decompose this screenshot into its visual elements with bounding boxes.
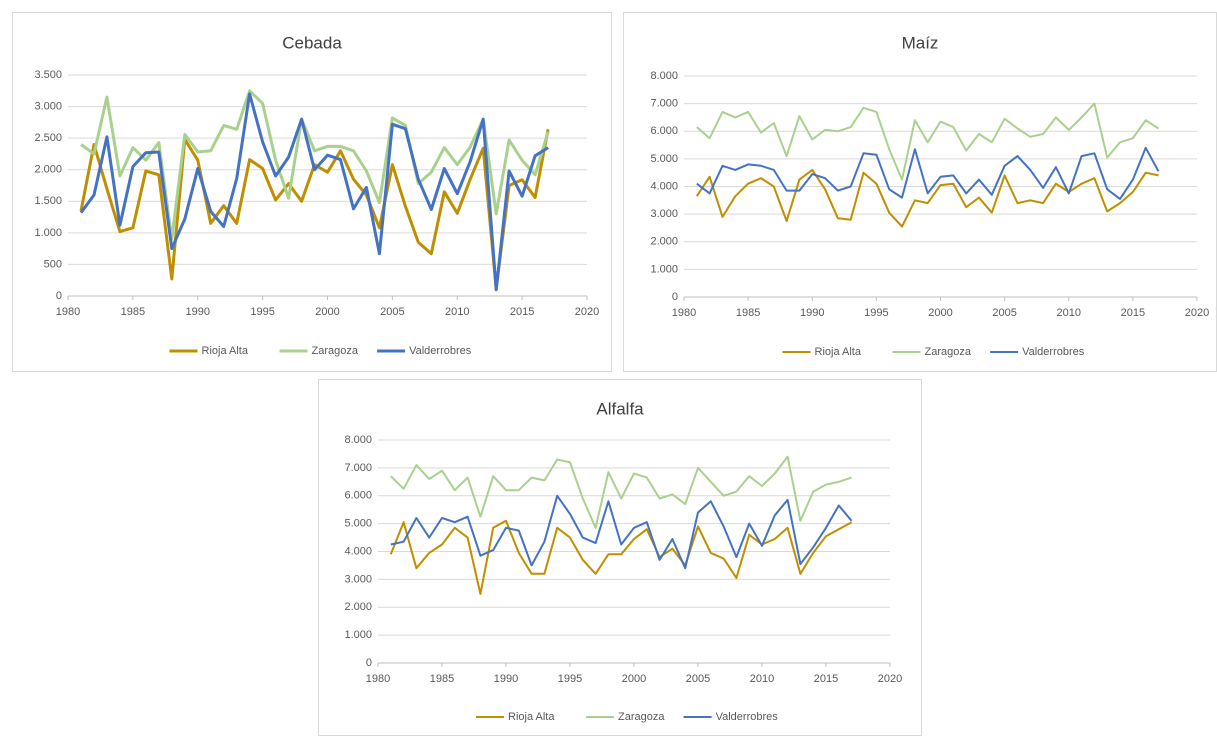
y-tick-label: 8.000	[344, 434, 372, 446]
x-tick-label: 1990	[186, 306, 210, 318]
chart-frame	[623, 12, 1217, 372]
x-tick-label: 2020	[575, 306, 599, 318]
y-tick-label: 0	[366, 657, 372, 669]
y-tick-label: 5.000	[344, 518, 372, 530]
x-tick-label: 1985	[430, 673, 454, 685]
x-tick-label: 1990	[800, 307, 824, 319]
y-tick-label: 5.000	[650, 153, 678, 165]
series-line	[695, 168, 1159, 228]
legend-label: Valderrobres	[716, 711, 779, 723]
x-tick-label: 1995	[864, 307, 888, 319]
y-tick-label: 1.500	[34, 195, 62, 207]
series-line	[696, 146, 1160, 200]
legend-label: Rioja Alta	[815, 346, 862, 358]
series-line	[79, 92, 549, 292]
x-tick-label: 1980	[672, 307, 696, 319]
legend-label: Rioja Alta	[508, 711, 555, 723]
x-tick-label: 1985	[121, 306, 145, 318]
series-line	[80, 89, 550, 241]
y-tick-label: 1.000	[34, 227, 62, 239]
legend-label: Zaragoza	[618, 711, 665, 723]
y-tick-label: 3.000	[344, 573, 372, 585]
y-tick-label: 1.000	[650, 263, 678, 275]
x-tick-label: 1990	[494, 673, 518, 685]
y-tick-label: 500	[44, 258, 62, 270]
y-tick-label: 7.000	[650, 98, 678, 110]
y-tick-label: 3.500	[34, 69, 62, 81]
x-tick-label: 2005	[992, 307, 1016, 319]
x-tick-label: 2005	[380, 306, 404, 318]
x-tick-label: 2010	[750, 673, 774, 685]
series-line	[390, 455, 852, 529]
x-tick-label: 2010	[445, 306, 469, 318]
y-tick-label: 6.000	[650, 125, 678, 137]
x-tick-label: 2010	[1057, 307, 1081, 319]
legend-label: Zaragoza	[925, 346, 972, 358]
y-tick-label: 2.000	[34, 164, 62, 176]
y-tick-label: 0	[672, 291, 678, 303]
x-tick-label: 1980	[366, 673, 390, 685]
x-tick-label: 2000	[622, 673, 646, 685]
y-tick-label: 2.000	[650, 236, 678, 248]
x-tick-label: 2020	[1185, 307, 1209, 319]
x-tick-label: 1985	[736, 307, 760, 319]
x-tick-label: 2000	[928, 307, 952, 319]
y-tick-label: 6.000	[344, 490, 372, 502]
y-tick-label: 8.000	[650, 70, 678, 82]
y-tick-label: 7.000	[344, 462, 372, 474]
chart-frame	[318, 379, 922, 736]
x-tick-label: 1980	[56, 306, 80, 318]
y-tick-label: 2.500	[34, 132, 62, 144]
x-tick-label: 1995	[558, 673, 582, 685]
legend-label: Valderrobres	[409, 345, 472, 357]
y-tick-label: 3.000	[650, 208, 678, 220]
x-tick-label: 2015	[1121, 307, 1145, 319]
x-tick-label: 2020	[878, 673, 902, 685]
y-tick-label: 0	[56, 290, 62, 302]
y-tick-label: 1.000	[344, 629, 372, 641]
y-tick-label: 4.000	[344, 545, 372, 557]
y-tick-label: 2.000	[344, 601, 372, 613]
y-tick-label: 3.000	[34, 100, 62, 112]
x-tick-label: 2015	[814, 673, 838, 685]
x-tick-label: 1995	[250, 306, 274, 318]
x-tick-label: 2000	[315, 306, 339, 318]
x-tick-label: 2005	[686, 673, 710, 685]
legend-label: Zaragoza	[312, 345, 359, 357]
x-tick-label: 2015	[510, 306, 534, 318]
chart-title: Maíz	[902, 33, 939, 52]
series-line	[389, 519, 853, 595]
legend-label: Valderrobres	[1022, 346, 1085, 358]
chart-title: Cebada	[282, 33, 342, 52]
series-line	[696, 102, 1160, 181]
series-line	[390, 494, 853, 570]
chart-frame	[12, 12, 612, 372]
chart-title: Alfalfa	[596, 399, 644, 418]
y-tick-label: 4.000	[650, 180, 678, 192]
legend-label: Rioja Alta	[202, 345, 249, 357]
